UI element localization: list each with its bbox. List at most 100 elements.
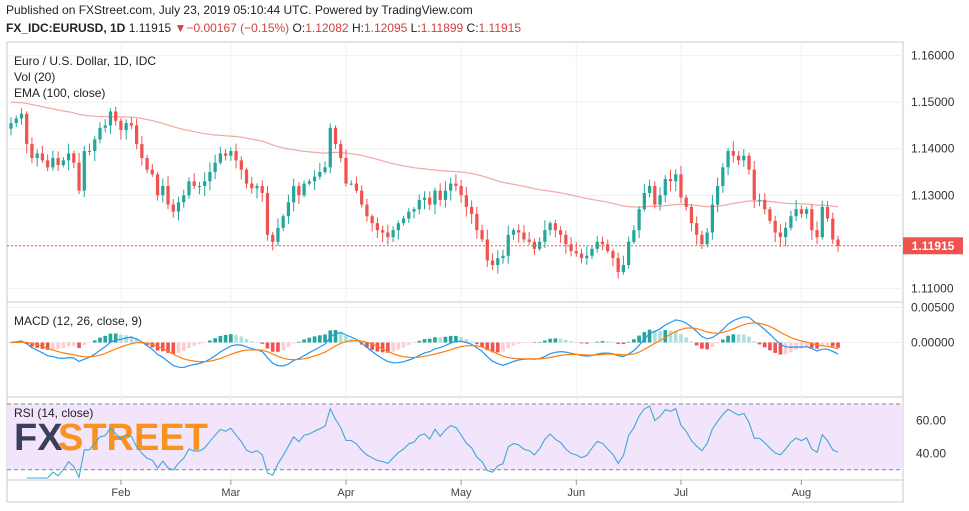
macd-histogram-bar [731, 334, 736, 343]
symbol-name: FX_IDC:EURUSD, 1D [6, 21, 126, 35]
macd-histogram-bar [548, 338, 552, 343]
macd-histogram-bar [747, 336, 751, 343]
logo-fx: FX [14, 417, 63, 459]
macd-histogram-bar [658, 330, 662, 343]
fxstreet-logo: FX STREET [14, 417, 208, 459]
down-arrow-icon: ▼ [174, 21, 187, 35]
candle-down [480, 230, 484, 240]
macd-histogram-bar [213, 338, 217, 343]
macd-histogram-bar [234, 334, 238, 343]
candle-down [438, 190, 442, 200]
macd-histogram-bar [270, 342, 275, 352]
macd-histogram-bar [464, 339, 469, 343]
candle-down [171, 204, 175, 212]
candle-down [485, 239, 489, 261]
macd-histogram-bar [647, 329, 652, 343]
candle-up [642, 192, 646, 210]
macd-histogram-bar [9, 342, 13, 343]
macd-histogram-bar [30, 342, 34, 347]
open-value: 1.12082 [305, 21, 349, 35]
candle-down [553, 223, 557, 231]
macd-histogram-bar [82, 342, 87, 346]
candle-down [700, 234, 704, 245]
macd-panel-title: MACD (12, 26, close, 9) [14, 314, 142, 328]
macd-histogram-bar [427, 338, 432, 343]
x-axis-labels: Feb Mar Apr May Jun Jul Aug [111, 480, 811, 499]
candle-up [51, 158, 55, 168]
y-axis-labels: 1.160001.150001.140001.130001.120001.110… [911, 49, 955, 461]
macd-panel [9, 316, 840, 369]
candle-down [381, 230, 385, 233]
last-price: 1.11915 [128, 21, 172, 35]
ema-line [10, 101, 839, 208]
candle-down [265, 192, 270, 235]
candle-up [208, 172, 212, 182]
macd-histogram-bar [527, 342, 532, 343]
symbol-ohlc-line: FX_IDC:EURUSD, 1D 1.11915 ▼−0.00167 (−0.… [6, 21, 521, 35]
macd-histogram-bar [836, 342, 840, 348]
high-value: 1.12095 [363, 21, 408, 35]
month-label: May [451, 487, 472, 499]
macd-histogram-bar [579, 342, 584, 344]
candle-up [318, 172, 322, 177]
macd-histogram-bar [783, 342, 788, 355]
macd-histogram-bar [563, 339, 568, 343]
macd-histogram-bar [307, 337, 312, 343]
macd-histogram-bar [459, 337, 463, 343]
candle-up [9, 123, 13, 129]
macd-line [10, 316, 839, 369]
macd-histogram-bar [773, 342, 778, 353]
candle-up [417, 199, 421, 210]
macd-histogram-bar [386, 342, 390, 353]
candle-up [548, 223, 552, 231]
macd-histogram-bar [454, 335, 458, 343]
macd-histogram-bar [396, 342, 401, 350]
macd-histogram-bar [265, 342, 270, 349]
candle-down [30, 144, 34, 159]
candle-down [119, 120, 123, 131]
close-label: C: [466, 21, 479, 35]
macd-histogram-bar [113, 333, 118, 343]
macd-histogram-bar [726, 335, 730, 343]
macd-histogram-bar [511, 342, 516, 346]
candle-up [161, 185, 165, 196]
macd-histogram-bar [255, 342, 259, 343]
candle-up [621, 265, 626, 273]
low-value: 1.11899 [420, 21, 464, 35]
candle-up [218, 153, 222, 163]
candle-down [490, 260, 495, 266]
macd-histogram-bar [825, 342, 830, 346]
candle-up [197, 185, 202, 187]
macd-histogram-bar [626, 341, 631, 343]
macd-histogram-bar [605, 341, 610, 343]
macd-histogram-bar [762, 342, 767, 348]
candle-up [176, 202, 181, 212]
candle-down [260, 185, 264, 193]
candle-down [815, 230, 819, 238]
month-label: Apr [337, 487, 354, 499]
macd-histogram-bar [92, 340, 97, 343]
macd-histogram-bar [804, 342, 809, 347]
macd-histogram-bar [475, 342, 479, 345]
candle-up [391, 230, 395, 238]
candle-down [428, 197, 432, 205]
candle-down [344, 158, 348, 184]
chart-frame [6, 41, 904, 503]
macd-histogram-bar [652, 330, 657, 343]
macd-histogram-bar [166, 342, 170, 353]
candle-up [98, 127, 102, 140]
candle-up [124, 123, 128, 131]
macd-histogram-bar [679, 334, 683, 343]
macd-histogram-bar [543, 340, 547, 343]
candle-up [794, 209, 798, 217]
price-change: −0.00167 (−0.15%) [186, 21, 290, 35]
candle-up [93, 139, 97, 152]
macd-histogram-bar [553, 338, 558, 343]
candle-up [804, 209, 809, 214]
macd-histogram-bar [721, 339, 725, 343]
macd-histogram-bar [522, 342, 526, 344]
macd-histogram-bar [66, 342, 71, 347]
macd-histogram-bar [197, 342, 202, 345]
macd-histogram-bar [741, 334, 746, 343]
